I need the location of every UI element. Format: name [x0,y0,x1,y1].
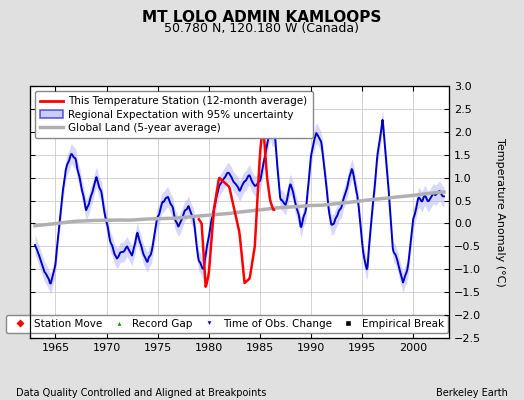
Text: 50.780 N, 120.180 W (Canada): 50.780 N, 120.180 W (Canada) [165,22,359,35]
Legend: Station Move, Record Gap, Time of Obs. Change, Empirical Break: Station Move, Record Gap, Time of Obs. C… [6,315,448,333]
Text: Data Quality Controlled and Aligned at Breakpoints: Data Quality Controlled and Aligned at B… [16,388,266,398]
Y-axis label: Temperature Anomaly (°C): Temperature Anomaly (°C) [495,138,505,286]
Text: Berkeley Earth: Berkeley Earth [436,388,508,398]
Text: MT LOLO ADMIN KAMLOOPS: MT LOLO ADMIN KAMLOOPS [143,10,381,25]
